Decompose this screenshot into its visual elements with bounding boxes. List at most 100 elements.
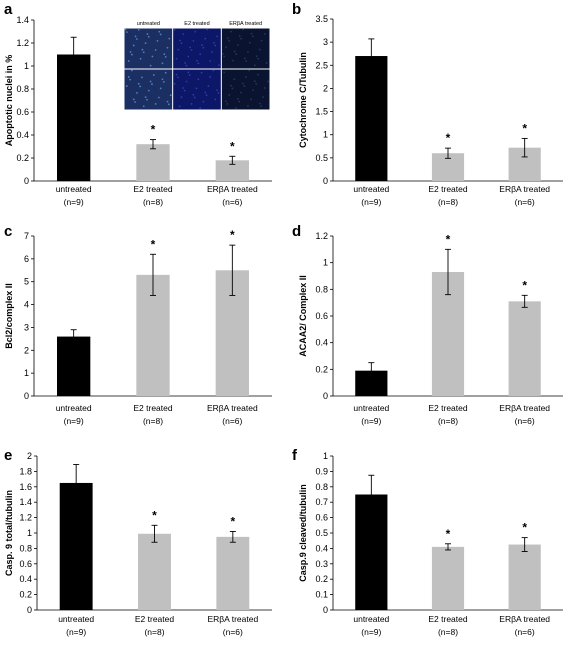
y-tick-label: 0.4 <box>315 543 328 553</box>
inset-speck <box>267 80 269 83</box>
bar-1 <box>57 54 91 181</box>
significance-star-3: * <box>230 139 235 153</box>
category-sublabel-1: (n=9) <box>64 416 84 426</box>
inset-speck <box>230 84 232 87</box>
category-sublabel-2: (n=8) <box>143 197 163 207</box>
category-label-3: ERβA treated <box>207 614 258 624</box>
inset-speck <box>166 46 169 49</box>
y-tick-label: 0.4 <box>315 338 328 348</box>
inset-tile <box>221 28 270 69</box>
significance-star-2: * <box>446 232 451 246</box>
inset-speck <box>197 62 200 65</box>
inset-speck <box>247 104 249 107</box>
category-sublabel-3: (n=6) <box>515 416 535 426</box>
inset-speck <box>235 53 237 56</box>
category-label-1: untreated <box>353 614 389 624</box>
panel-d: d 0 0.2 0.4 0.6 0.8 1 1.2 ACAA2/ Complex II untre… <box>292 223 563 426</box>
bar-1 <box>59 482 93 610</box>
inset-speck <box>223 71 226 74</box>
inset-speck <box>141 76 143 79</box>
inset-tile <box>221 69 270 110</box>
category-label-1: untreated <box>58 614 94 624</box>
inset-speck <box>238 35 241 37</box>
inset-speck <box>243 57 246 60</box>
bar-2 <box>431 546 465 610</box>
inset-speck <box>257 57 259 60</box>
panel-letter: d <box>292 223 301 240</box>
category-sublabel-2: (n=8) <box>438 416 458 426</box>
inset-tile <box>124 69 173 110</box>
inset-speck <box>129 51 132 53</box>
panel-c: c 0 1 2 3 4 5 6 7 Bcl2/complex II untreated (n=9) * E… <box>4 223 272 426</box>
inset-speck <box>190 49 193 51</box>
inset-speck <box>265 62 268 64</box>
inset-speck <box>130 53 133 56</box>
inset-label-2: E2 treated <box>184 21 209 27</box>
inset-speck <box>168 37 171 40</box>
inset-speck <box>142 51 145 54</box>
inset-speck <box>152 74 155 76</box>
inset-speck <box>187 55 190 58</box>
y-axis-label: Apoptotic nuclei in % <box>4 55 14 147</box>
category-label-1: untreated <box>353 403 389 413</box>
significance-star-3: * <box>522 278 527 292</box>
inset-speck <box>182 33 185 35</box>
inset-speck <box>195 87 198 90</box>
inset-speck <box>180 42 183 45</box>
inset-speck <box>225 46 227 49</box>
y-tick-label: 0.2 <box>315 364 328 374</box>
inset-speck <box>221 52 224 55</box>
inset-speck <box>164 71 167 74</box>
y-tick-label: 6 <box>24 254 29 264</box>
inset-speck <box>125 85 128 87</box>
inset-speck <box>255 55 258 57</box>
y-tick-label: 1.2 <box>16 38 29 48</box>
inset-speck <box>134 101 136 103</box>
inset-speck <box>214 44 217 47</box>
inset-speck <box>247 51 249 53</box>
y-tick-label: 7 <box>24 231 29 241</box>
inset-speck <box>200 71 203 74</box>
inset-speck <box>183 89 186 92</box>
inset-speck <box>211 51 213 53</box>
category-label-2: E2 treated <box>135 614 174 624</box>
inset-speck <box>187 71 190 74</box>
y-tick-label: 0.8 <box>315 284 328 294</box>
y-tick-label: 0.6 <box>315 513 328 523</box>
inset-speck <box>193 96 196 99</box>
category-label-2: E2 treated <box>428 614 467 624</box>
y-tick-label: 0.7 <box>315 497 328 507</box>
category-label-3: ERβA treated <box>499 614 550 624</box>
inset-speck <box>157 96 160 99</box>
category-sublabel-2: (n=8) <box>143 416 163 426</box>
y-tick-label: 1 <box>323 258 328 268</box>
category-label-1: untreated <box>353 184 389 194</box>
category-sublabel-2: (n=8) <box>438 197 458 207</box>
category-label-2: E2 treated <box>133 403 172 413</box>
y-axis-label: Bcl2/complex II <box>4 283 14 349</box>
inset-speck <box>212 41 215 44</box>
inset-speck <box>206 28 208 31</box>
inset-speck <box>199 107 202 110</box>
significance-star-3: * <box>522 521 527 535</box>
category-label-3: ERβA treated <box>499 184 550 194</box>
inset-speck <box>129 78 131 81</box>
inset-speck <box>240 91 243 94</box>
inset-speck <box>235 107 237 110</box>
inset-speck <box>260 39 263 42</box>
inset-speck <box>167 103 170 106</box>
inset-speck <box>252 35 254 38</box>
y-tick-label: 1.4 <box>16 15 29 25</box>
inset-speck <box>209 76 212 78</box>
inset-speck <box>209 60 212 62</box>
inset-speck <box>162 81 165 83</box>
y-tick-label: 0.2 <box>19 590 32 600</box>
category-label-2: E2 treated <box>428 184 467 194</box>
category-label-1: untreated <box>56 403 92 413</box>
inset-speck <box>252 89 254 92</box>
inset-speck <box>202 100 205 103</box>
bar-2 <box>138 533 171 610</box>
inset-speck <box>161 78 164 81</box>
category-label-3: ERβA treated <box>207 403 258 413</box>
